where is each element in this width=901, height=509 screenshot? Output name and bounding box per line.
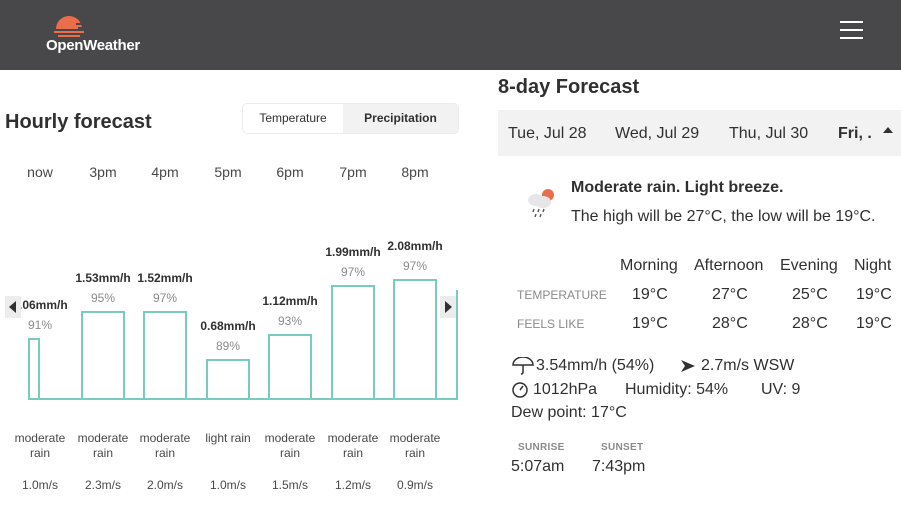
wind-speed: 2.0m/s <box>146 478 183 492</box>
weather-description: moderate rain <box>14 431 66 460</box>
precipitation-bar <box>28 338 40 398</box>
day-tab[interactable]: Wed, Jul 29 <box>615 125 700 142</box>
feels-afternoon: 28°C <box>712 315 748 332</box>
feels-morning: 19°C <box>632 315 668 332</box>
temp-evening: 25°C <box>792 286 828 303</box>
rain-cloud-sun-icon <box>528 189 554 218</box>
precipitation-bar <box>81 311 125 398</box>
precipitation-bar <box>268 334 312 398</box>
day-tab-selected[interactable]: Fri, . <box>838 125 872 142</box>
wind-speed: 0.9m/s <box>396 478 433 492</box>
menu-icon[interactable] <box>840 19 864 39</box>
pressure-value: 1012hPa <box>533 381 598 398</box>
precipitation-amount: 1.52mm/h <box>137 271 193 285</box>
precipitation-bar <box>206 359 250 398</box>
uv-index-value: UV: 9 <box>761 381 801 398</box>
temperature-summary: The high will be 27°C, the low will be 1… <box>571 208 876 225</box>
column-header-night: Night <box>854 257 892 274</box>
precipitation-probability: 97% <box>152 291 178 305</box>
dew-point-value: Dew point: 17°C <box>511 404 627 421</box>
row-label-feels-like: FEELS LIKE <box>517 317 585 331</box>
column-header-evening: Evening <box>780 257 838 274</box>
temp-morning: 19°C <box>632 286 668 303</box>
humidity-value: Humidity: 54% <box>625 381 729 398</box>
precipitation-amount: 1 <box>438 250 458 264</box>
weather-description: moderate rain <box>327 431 379 460</box>
weather-summary: Moderate rain. Light breeze. <box>571 179 784 196</box>
precipitation-bar <box>143 311 187 398</box>
scroll-left-button[interactable] <box>5 296 21 318</box>
column-header-morning: Morning <box>620 257 678 274</box>
umbrella-icon <box>512 357 534 375</box>
precipitation-amount: 1.06mm/h <box>12 298 68 312</box>
wind-speed: 1.5m/s <box>271 478 308 492</box>
weather-description: moderate rain <box>264 431 316 460</box>
temp-night: 19°C <box>856 286 892 303</box>
weather-description: moderate rain <box>389 431 441 460</box>
daily-forecast-title: 8-day Forecast <box>498 76 640 98</box>
row-label-temperature: TEMPERATURE <box>517 288 607 302</box>
precipitation-probability: 91% <box>27 318 53 332</box>
hour-label: 7pm <box>339 164 367 180</box>
collapse-triangle-icon[interactable] <box>882 126 894 134</box>
precipitation-amount: 1.12mm/h <box>262 294 318 308</box>
precipitation-probability: 93% <box>277 314 303 328</box>
sunrise-time: 5:07am <box>511 458 565 475</box>
hour-label: now <box>27 164 53 180</box>
wind-speed: 1.0m/s <box>21 478 58 492</box>
sunset-label: SUNSET <box>601 442 644 453</box>
chart-baseline <box>28 398 458 400</box>
hour-label: 6pm <box>276 164 304 180</box>
precipitation-probability: 97% <box>402 259 428 273</box>
hour-label: 5pm <box>214 164 242 180</box>
arrow-right-icon <box>445 301 452 313</box>
day-tab[interactable]: Thu, Jul 30 <box>729 125 809 142</box>
wind-direction-icon <box>681 360 695 372</box>
weather-description: moderate rain <box>139 431 191 460</box>
precipitation-bar <box>456 290 458 398</box>
day-tab[interactable]: Tue, Jul 28 <box>508 125 587 142</box>
precipitation-bar <box>331 285 375 398</box>
weather-description: light rain <box>205 431 251 445</box>
precipitation-probability: 89% <box>215 339 241 353</box>
feels-evening: 28°C <box>792 315 828 332</box>
wind-speed: 2.3m/s <box>84 478 121 492</box>
precipitation-bar <box>393 279 437 398</box>
weather-description: moderate rain <box>77 431 129 460</box>
scroll-right-button[interactable] <box>440 296 456 318</box>
wind-speed: 1.0m/s <box>209 478 246 492</box>
precipitation-amount: 2.08mm/h <box>387 239 443 253</box>
precipitation-probability: 97% <box>340 265 366 279</box>
sun-logo-icon <box>54 16 86 37</box>
day-selector: Tue, Jul 28 Wed, Jul 29 Thu, Jul 30 Fri,… <box>498 110 901 156</box>
top-navigation-bar: OpenWeather <box>0 0 901 70</box>
hour-label: 3pm <box>89 164 117 180</box>
hourly-precipitation-chart[interactable]: now 1.06mm/h 91% moderate rain 1.0m/s 3pm 1.53… <box>0 150 458 505</box>
wind-value: 2.7m/s WSW <box>701 357 795 374</box>
logo-text: OpenWeather <box>46 37 140 54</box>
precipitation-amount: 1.53mm/h <box>75 271 131 285</box>
precipitation-tab[interactable]: Precipitation <box>343 104 458 133</box>
precipitation-probability: 95% <box>90 291 116 305</box>
precipitation-value: 3.54mm/h (54%) <box>536 357 655 374</box>
chart-mode-toggle: Temperature Precipitation <box>242 103 459 134</box>
temperature-tab[interactable]: Temperature <box>259 111 327 125</box>
sunset-time: 7:43pm <box>592 458 646 475</box>
weather-description: r <box>447 431 458 446</box>
arrow-left-icon <box>9 301 16 313</box>
hour-label: 4pm <box>151 164 179 180</box>
precipitation-amount: 1.99mm/h <box>325 245 381 259</box>
wind-speed: 1.2m/s <box>334 478 371 492</box>
pressure-gauge-icon <box>512 382 528 398</box>
precipitation-amount: 0.68mm/h <box>200 319 256 333</box>
sunrise-label: SUNRISE <box>518 442 565 453</box>
hour-label: 8pm <box>401 164 429 180</box>
column-header-afternoon: Afternoon <box>694 257 764 274</box>
openweather-logo[interactable]: OpenWeather <box>46 12 156 58</box>
temp-afternoon: 27°C <box>712 286 748 303</box>
hourly-forecast-title: Hourly forecast <box>5 111 152 133</box>
feels-night: 19°C <box>856 315 892 332</box>
